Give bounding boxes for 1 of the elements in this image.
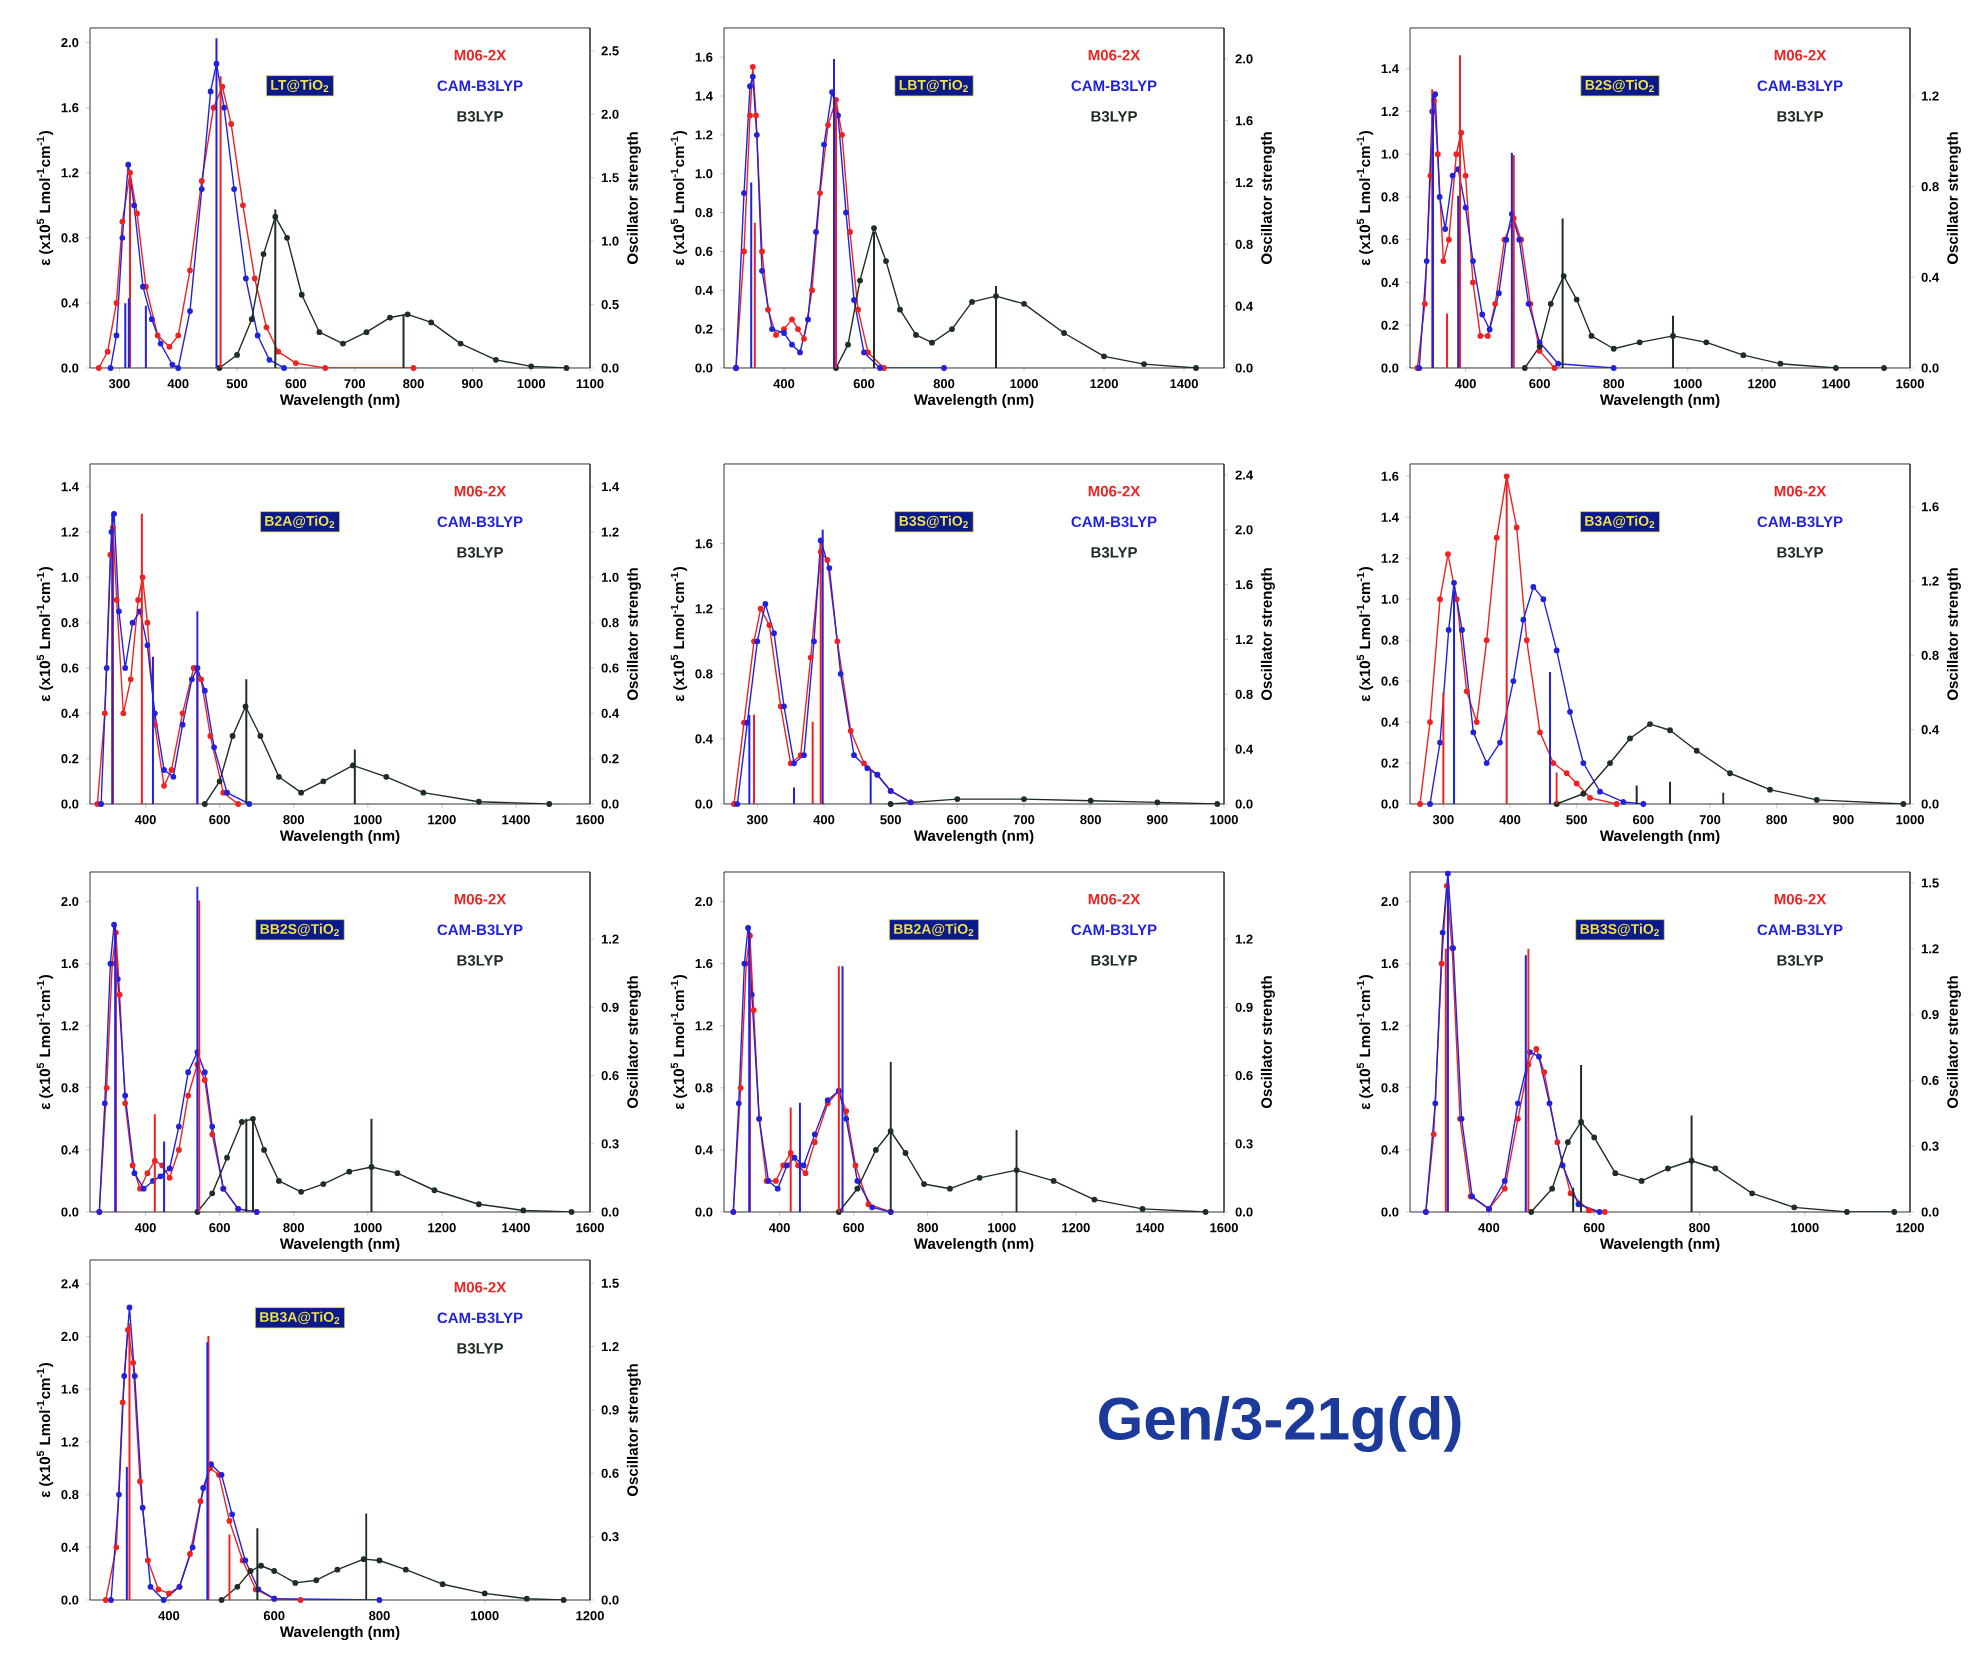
text: Gen/3-21g(d) (1099, 1395, 1461, 1453)
